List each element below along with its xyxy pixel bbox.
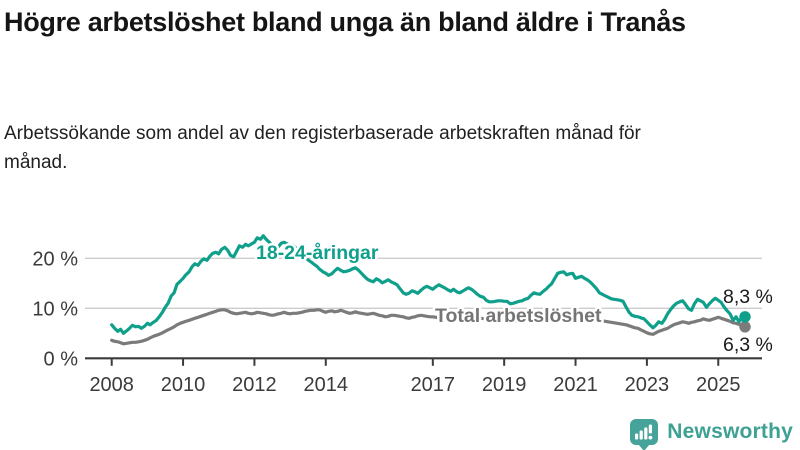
series-label-total: Total arbetslöshet xyxy=(435,305,602,327)
x-tick-label: 2014 xyxy=(304,374,349,396)
x-tick-label: 2021 xyxy=(553,374,598,396)
end-dot-youth xyxy=(739,311,751,323)
x-tick-label: 2023 xyxy=(625,374,670,396)
y-tick-label: 20 % xyxy=(32,248,78,270)
x-tick-label: 2012 xyxy=(232,374,277,396)
end-dot-total xyxy=(739,321,751,333)
end-value-label: 8,3 % xyxy=(723,286,773,308)
newsworthy-logo: Newsworthy xyxy=(630,419,793,450)
newsworthy-wordmark: Newsworthy xyxy=(667,420,793,443)
bar-chart-exclamation-icon xyxy=(635,424,653,440)
x-tick-label: 2008 xyxy=(89,374,134,396)
page-subtitle: Arbetssökande som andel av den registerb… xyxy=(4,123,641,173)
x-tick-label: 2010 xyxy=(161,374,206,396)
series-line-youth xyxy=(110,234,747,335)
x-tick-label: 2017 xyxy=(411,374,456,396)
page-title: Högre arbetslöshet bland unga än bland ä… xyxy=(4,7,686,37)
y-tick-label: 10 % xyxy=(32,298,78,320)
x-tick-label: 2025 xyxy=(696,374,741,396)
series-line-total xyxy=(110,308,747,346)
series-label-youth: 18-24-åringar xyxy=(256,241,379,264)
end-value-label: 6,3 % xyxy=(723,334,773,356)
x-tick-label: 2019 xyxy=(482,374,527,396)
newsworthy-bubble-chart-icon xyxy=(630,419,659,450)
y-tick-label: 0 % xyxy=(44,348,79,370)
